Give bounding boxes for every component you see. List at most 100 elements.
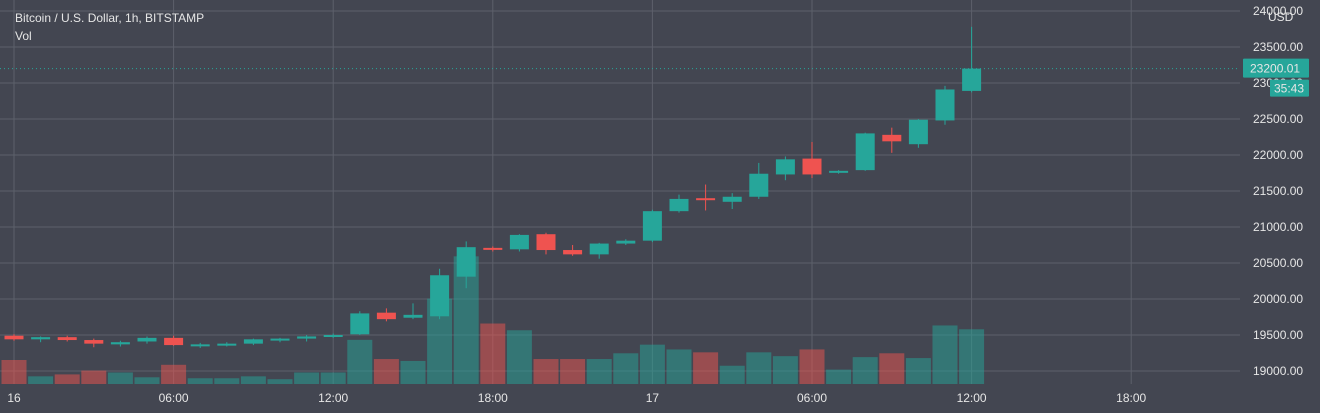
volume-bar xyxy=(81,370,107,384)
volume-bar xyxy=(719,365,745,384)
last-price-label: 23200.01 xyxy=(1250,62,1300,76)
time-tick-label: 18:00 xyxy=(478,391,508,405)
candlesticks xyxy=(4,26,982,348)
candle-body xyxy=(536,234,556,251)
candle-body xyxy=(4,335,24,340)
volume-bar xyxy=(267,379,293,384)
candle-body xyxy=(908,119,928,145)
volume-bar xyxy=(799,349,825,384)
candle-body xyxy=(217,343,237,346)
volume-bar xyxy=(932,325,958,384)
volume-indicator-label[interactable]: Vol xyxy=(15,29,32,43)
volume-bars xyxy=(1,256,985,384)
price-tick-label: 23500.00 xyxy=(1253,40,1303,54)
candle-body xyxy=(935,89,955,121)
candle-body xyxy=(962,68,982,91)
time-axis: 16 06:00 12:00 18:00 17 06:00 12:00 18:00 xyxy=(7,391,1146,405)
chart-grid xyxy=(0,0,1240,384)
candle-body xyxy=(589,243,609,255)
candle-body xyxy=(829,170,849,173)
candle-body xyxy=(164,337,184,346)
volume-bar xyxy=(347,339,373,384)
volume-bar xyxy=(560,359,586,384)
volume-bar xyxy=(772,356,798,384)
price-tick-label: 24000.00 xyxy=(1253,4,1303,18)
time-tick-label: 17 xyxy=(646,391,660,405)
candle-body xyxy=(297,336,317,339)
candle-body xyxy=(376,312,396,320)
candle-body xyxy=(509,234,529,250)
candle-body xyxy=(855,133,875,171)
volume-bar xyxy=(879,353,905,384)
price-tick-label: 20500.00 xyxy=(1253,256,1303,270)
volume-bar xyxy=(639,344,665,384)
volume-bar xyxy=(54,374,80,384)
candle-body xyxy=(669,198,689,212)
candle-body xyxy=(403,314,423,318)
candle-body xyxy=(616,240,636,244)
time-tick-label: 12:00 xyxy=(957,391,987,405)
volume-bar xyxy=(400,360,426,384)
price-badge: 23200.01 35:43 xyxy=(1243,58,1309,97)
price-tick-label: 22000.00 xyxy=(1253,148,1303,162)
candle-body xyxy=(696,198,716,201)
price-tick-label: 20000.00 xyxy=(1253,292,1303,306)
volume-bar xyxy=(294,372,320,384)
candle-body xyxy=(802,158,822,175)
volume-bar xyxy=(161,364,187,384)
volume-bar xyxy=(905,358,931,384)
time-tick-label: 12:00 xyxy=(318,391,348,405)
candle-body xyxy=(137,337,157,342)
volume-bar xyxy=(693,352,719,384)
volume-bar xyxy=(959,329,985,384)
volume-bar xyxy=(187,378,213,384)
volume-bar xyxy=(826,369,852,384)
bar-countdown: 35:43 xyxy=(1274,82,1304,96)
volume-bar xyxy=(852,357,878,384)
volume-bar xyxy=(373,359,399,384)
candle-body xyxy=(483,247,503,250)
candle-body xyxy=(243,339,263,344)
price-tick-label: 21500.00 xyxy=(1253,184,1303,198)
price-tick-label: 19000.00 xyxy=(1253,364,1303,378)
volume-bar xyxy=(240,376,266,384)
volume-bar xyxy=(214,378,240,384)
candle-body xyxy=(323,335,343,337)
candle-body xyxy=(749,173,769,197)
candle-body xyxy=(190,344,210,347)
volume-bar xyxy=(586,359,612,384)
volume-bar xyxy=(613,353,639,384)
currency-label: USD xyxy=(1268,10,1294,24)
candle-body xyxy=(110,342,130,345)
volume-bar xyxy=(107,372,133,384)
candle-body xyxy=(722,196,742,202)
candle-body xyxy=(84,340,104,344)
volume-bar xyxy=(28,376,54,384)
candle-body xyxy=(57,337,77,341)
time-tick-label: 06:00 xyxy=(159,391,189,405)
candle-body xyxy=(563,250,583,255)
price-tick-label: 21000.00 xyxy=(1253,220,1303,234)
candle-body xyxy=(270,338,290,341)
candle-body xyxy=(456,247,476,277)
time-axis-panel[interactable] xyxy=(0,384,1320,413)
candle-body xyxy=(882,134,902,142)
volume-bar xyxy=(746,352,772,384)
volume-bar xyxy=(134,377,160,384)
time-tick-label: 06:00 xyxy=(797,391,827,405)
volume-bar xyxy=(1,360,27,384)
volume-bar xyxy=(666,349,692,384)
candle-body xyxy=(775,159,795,175)
time-tick-label: 18:00 xyxy=(1116,391,1146,405)
volume-bar xyxy=(533,359,559,384)
chart-title: Bitcoin / U.S. Dollar, 1h, BITSTAMP xyxy=(15,11,204,25)
volume-bar xyxy=(506,330,532,384)
candle-body xyxy=(430,275,450,317)
candle-body xyxy=(642,211,662,241)
time-tick-label: 16 xyxy=(7,391,21,405)
volume-bar xyxy=(480,323,506,384)
volume-bar xyxy=(320,372,346,384)
candle-body xyxy=(350,313,370,335)
price-tick-label: 19500.00 xyxy=(1253,328,1303,342)
